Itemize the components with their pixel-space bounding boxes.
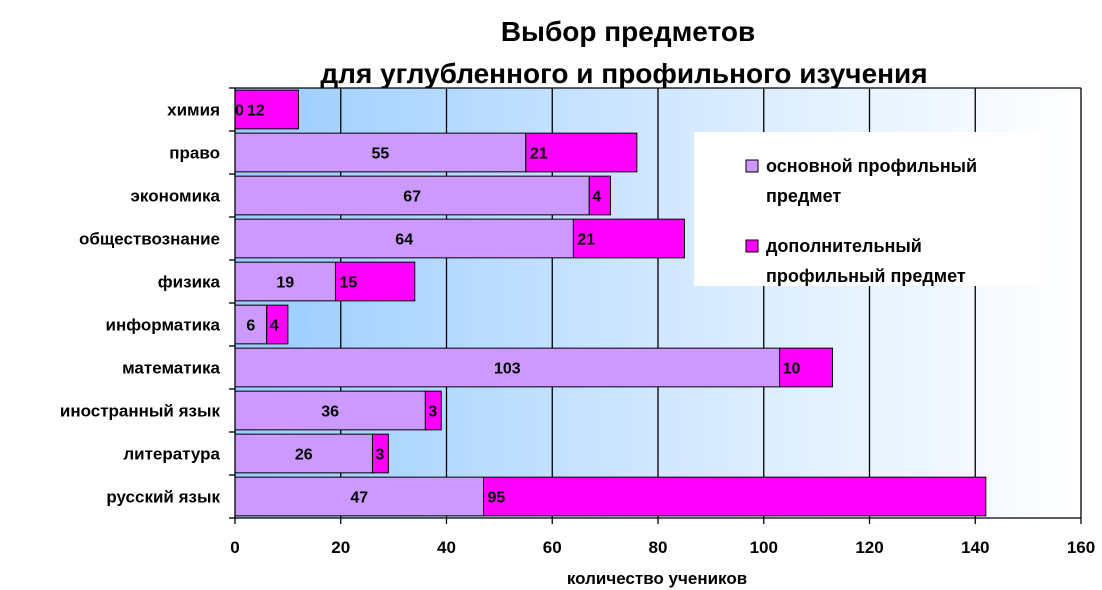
bar-series-1 [234, 218, 574, 259]
legend-swatch-1 [745, 159, 759, 173]
category-label: иностранный язык [60, 402, 221, 421]
bar-series-1 [234, 433, 373, 474]
data-label-series-1: 47 [350, 490, 368, 507]
data-label-series-1: 67 [403, 189, 421, 206]
bar-series-2 [424, 390, 442, 431]
category-label: право [169, 144, 220, 163]
legend-swatch-2 [745, 239, 759, 253]
x-tick-label: 80 [649, 538, 668, 557]
bar-series-2 [525, 132, 638, 173]
category-label: обществознание [79, 230, 220, 249]
x-tick-label: 140 [961, 538, 989, 557]
data-label-series-2: 95 [488, 490, 506, 507]
bar-series-1 [234, 261, 336, 302]
x-tick-label: 160 [1067, 538, 1095, 557]
data-label-series-2: 15 [339, 275, 357, 292]
category-label: русский язык [106, 488, 220, 507]
legend-label-1: предмет [766, 186, 841, 206]
data-label-series-2: 3 [428, 404, 437, 421]
x-tick-label: 40 [437, 538, 456, 557]
category-label: химия [167, 101, 220, 120]
legend-label-2: дополнительный [766, 236, 922, 256]
bar-series-1 [234, 304, 268, 345]
x-axis: 0 20 40 60 80 100 120 140 160 [230, 517, 1095, 557]
category-label: литература [123, 445, 220, 464]
bar-series-1 [234, 390, 426, 431]
category-label: математика [122, 359, 220, 378]
data-label-series-1: 0 [235, 103, 244, 120]
chart-title-line-1: Выбор предметов [501, 16, 755, 47]
x-tick-label: 0 [230, 538, 239, 557]
bar-series-2 [371, 433, 389, 474]
data-label-series-2: 21 [530, 146, 548, 163]
bar-series-2 [483, 476, 987, 517]
x-axis-title: количество учеников [567, 569, 747, 588]
x-tick-label: 100 [750, 538, 778, 557]
y-axis: химия право экономика обществознание физика и… [60, 87, 236, 519]
x-tick-label: 120 [855, 538, 883, 557]
bar-series-2 [588, 175, 611, 216]
bar-series-2 [234, 89, 299, 130]
category-label: информатика [106, 316, 221, 335]
x-tick-label: 60 [543, 538, 562, 557]
data-label-series-2: 4 [270, 318, 279, 335]
bar-series-1 [234, 347, 781, 388]
bar-series-2 [334, 261, 416, 302]
legend-box [694, 132, 1046, 286]
bar-series-2 [779, 347, 833, 388]
legend: основной профильный предмет дополнительный… [694, 132, 1046, 286]
chart-title-line-2: для углубленного и профильного изучения [320, 58, 927, 89]
legend-label-2: профильный предмет [766, 266, 966, 286]
category-label: физика [158, 273, 221, 292]
data-label-series-2: 12 [247, 103, 265, 120]
data-label-series-1: 26 [295, 447, 313, 464]
data-label-series-1: 19 [276, 275, 294, 292]
category-label: экономика [131, 187, 221, 206]
x-tick-label: 20 [331, 538, 350, 557]
data-label-series-1: 55 [372, 146, 390, 163]
bar-series-2 [572, 218, 685, 259]
bar-series-1 [234, 476, 485, 517]
data-label-series-2: 3 [375, 447, 384, 464]
data-label-series-2: 21 [577, 232, 595, 249]
data-label-series-2: 10 [783, 361, 801, 378]
data-label-series-1: 64 [395, 232, 413, 249]
data-label-series-2: 4 [592, 189, 601, 206]
data-label-series-1: 6 [246, 318, 255, 335]
legend-label-1: основной профильный [766, 156, 977, 176]
data-label-series-1: 36 [321, 404, 339, 421]
data-label-series-1: 103 [494, 361, 521, 378]
bar-series-2 [266, 304, 289, 345]
